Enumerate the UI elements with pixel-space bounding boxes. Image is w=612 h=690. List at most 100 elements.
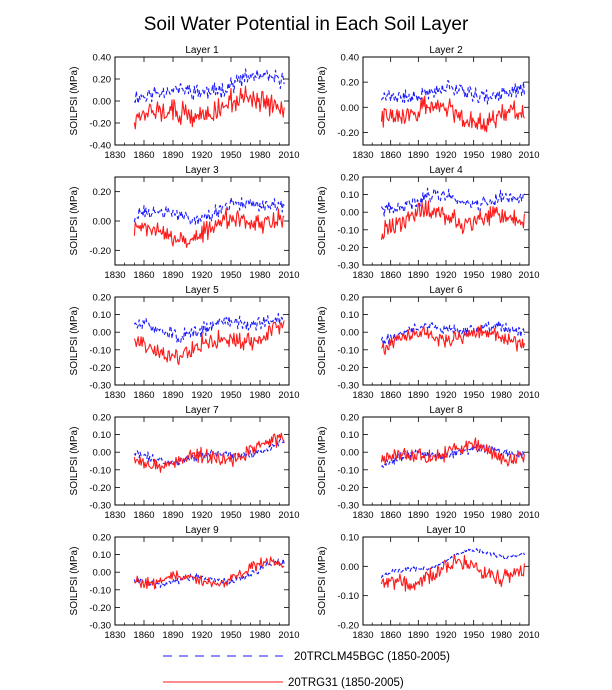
x-tick-label-layer-6-1830: 1830	[352, 390, 373, 401]
y-tick-label-layer-8-2: -0.10	[337, 465, 359, 476]
y-tick-label-layer-7-5: 0.20	[93, 413, 112, 424]
series-rg31-layer-8	[380, 437, 525, 467]
series-rg31-layer-5	[133, 320, 285, 366]
panel-layer-2: Layer 2 SOILPSI (MPa) 1830 1860 1890 1920 1950…	[317, 45, 540, 161]
x-tick-label-layer-8-1950: 1950	[463, 510, 484, 521]
y-tick-label-layer-1-3: 0.20	[93, 75, 112, 86]
x-tick-label-layer-10-2010: 2010	[518, 630, 539, 641]
y-tick-label-layer-4-4: 0.10	[341, 190, 360, 201]
y-tick-label-layer-9-1: -0.20	[89, 603, 111, 614]
x-tick-label-layer-3-1830: 1830	[104, 270, 125, 281]
y-tick-label-layer-3-0: -0.20	[89, 246, 111, 257]
x-tick-label-layer-4-1980: 1980	[491, 270, 512, 281]
x-tick-label-layer-8-1920: 1920	[435, 510, 456, 521]
series-clm45-layer-6	[380, 320, 525, 347]
y-tick-label-layer-4-0: -0.30	[337, 261, 359, 272]
x-tick-label-layer-7-1920: 1920	[191, 510, 212, 521]
x-tick-label-layer-3-1920: 1920	[191, 270, 212, 281]
x-tick-label-layer-7-1860: 1860	[133, 510, 154, 521]
y-axis-label-layer-4: SOILPSI (MPa)	[317, 187, 328, 256]
x-tick-label-layer-8-2010: 2010	[518, 510, 539, 521]
x-tick-label-layer-10-1950: 1950	[463, 630, 484, 641]
y-tick-label-layer-7-4: 0.10	[93, 430, 112, 441]
x-tick-label-layer-2-1830: 1830	[352, 150, 373, 161]
x-tick-label-layer-6-2010: 2010	[518, 390, 539, 401]
y-axis-label-layer-5: SOILPSI (MPa)	[69, 307, 80, 376]
y-tick-label-layer-8-4: 0.10	[341, 430, 360, 441]
x-tick-label-layer-9-1830: 1830	[104, 630, 125, 641]
y-tick-label-layer-3-2: 0.20	[93, 187, 112, 198]
x-tick-label-layer-4-1950: 1950	[463, 270, 484, 281]
plot-frame-layer-4	[362, 176, 530, 266]
panel-layer-9: Layer 9 SOILPSI (MPa) 1830 1860 1890 1920 1950…	[69, 525, 300, 641]
x-tick-label-layer-5-1890: 1890	[162, 390, 183, 401]
x-tick-label-layer-3-2010: 2010	[278, 270, 299, 281]
series-clm45-layer-4	[380, 187, 525, 217]
y-tick-label-layer-1-1: -0.20	[89, 119, 111, 130]
panel-layer-7: Layer 7 SOILPSI (MPa) 1830 1860 1890 1920 1950…	[69, 405, 300, 521]
x-tick-label-layer-1-1860: 1860	[133, 150, 154, 161]
plot-frame-layer-7	[114, 416, 290, 506]
series-clm45-layer-7	[133, 438, 285, 467]
legend-label-clm45: 20TRCLM45BGC (1850-2005)	[294, 651, 450, 663]
x-tick-label-layer-8-1860: 1860	[380, 510, 401, 521]
x-tick-label-layer-9-1860: 1860	[133, 630, 154, 641]
panel-title-layer-4: Layer 4	[429, 165, 463, 176]
x-tick-label-layer-5-1860: 1860	[133, 390, 154, 401]
x-tick-label-layer-5-1920: 1920	[191, 390, 212, 401]
plot-frame-layer-5	[114, 296, 290, 386]
y-tick-label-layer-8-0: -0.30	[337, 501, 359, 512]
y-tick-label-layer-1-2: 0.00	[93, 97, 112, 108]
panel-layer-4: Layer 4 SOILPSI (MPa) 1830 1860 1890 1920 1950…	[317, 165, 540, 281]
y-tick-label-layer-1-4: 0.40	[93, 53, 112, 64]
y-axis-label-layer-6: SOILPSI (MPa)	[317, 307, 328, 376]
series-rg31-layer-2	[380, 95, 525, 133]
series-rg31-layer-4	[380, 200, 525, 240]
panel-title-layer-8: Layer 8	[429, 405, 463, 416]
y-tick-label-layer-6-3: 0.00	[341, 328, 360, 339]
x-tick-label-layer-6-1860: 1860	[380, 390, 401, 401]
plot-frame-layer-1	[114, 56, 290, 146]
series-rg31-layer-9	[134, 556, 285, 590]
x-tick-label-layer-5-1830: 1830	[104, 390, 125, 401]
x-tick-label-layer-1-1950: 1950	[220, 150, 241, 161]
series-rg31-layer-7	[133, 432, 285, 473]
x-tick-label-layer-7-1890: 1890	[162, 510, 183, 521]
plot-frame-layer-10	[362, 536, 530, 626]
y-tick-label-layer-6-1: -0.20	[337, 363, 359, 374]
x-tick-label-layer-10-1980: 1980	[491, 630, 512, 641]
x-tick-label-layer-1-1980: 1980	[249, 150, 270, 161]
panel-title-layer-9: Layer 9	[185, 525, 219, 536]
x-tick-label-layer-5-2010: 2010	[278, 390, 299, 401]
legend: 20TRCLM45BGC (1850-2005) 20TRG31 (1850-2…	[163, 651, 450, 689]
y-tick-label-layer-6-2: -0.10	[337, 345, 359, 356]
x-tick-label-layer-2-1920: 1920	[435, 150, 456, 161]
panel-title-layer-1: Layer 1	[185, 45, 219, 56]
x-tick-label-layer-5-1950: 1950	[220, 390, 241, 401]
y-axis-label-layer-1: SOILPSI (MPa)	[69, 67, 80, 136]
panel-layer-10: Layer 10 SOILPSI (MPa) 1830 1860 1890 1920 195…	[317, 525, 540, 641]
y-axis-label-layer-10: SOILPSI (MPa)	[317, 547, 328, 616]
x-tick-label-layer-1-1920: 1920	[191, 150, 212, 161]
x-tick-label-layer-5-1980: 1980	[249, 390, 270, 401]
series-clm45-layer-10	[380, 548, 525, 579]
y-tick-label-layer-5-0: -0.30	[89, 381, 111, 392]
x-tick-label-layer-4-1830: 1830	[352, 270, 373, 281]
y-tick-label-layer-10-1: -0.10	[337, 591, 359, 602]
x-tick-label-layer-2-1950: 1950	[463, 150, 484, 161]
series-rg31-layer-6	[381, 324, 525, 356]
y-tick-label-layer-9-4: 0.10	[93, 550, 112, 561]
y-tick-label-layer-7-3: 0.00	[93, 448, 112, 459]
y-tick-label-layer-8-5: 0.20	[341, 413, 360, 424]
panel-layer-1: Layer 1 SOILPSI (MPa) 1830 1860 1890 1920 1950…	[69, 45, 300, 161]
panel-title-layer-7: Layer 7	[185, 405, 219, 416]
x-tick-label-layer-3-1860: 1860	[133, 270, 154, 281]
y-tick-label-layer-1-0: -0.40	[89, 141, 111, 152]
x-tick-label-layer-8-1830: 1830	[352, 510, 373, 521]
x-tick-label-layer-1-1830: 1830	[104, 150, 125, 161]
legend-label-rg31: 20TRG31 (1850-2005)	[288, 677, 404, 689]
x-tick-label-layer-2-2010: 2010	[518, 150, 539, 161]
x-tick-label-layer-2-1890: 1890	[408, 150, 429, 161]
panel-layer-6: Layer 6 SOILPSI (MPa) 1830 1860 1890 1920 1950…	[317, 285, 540, 401]
